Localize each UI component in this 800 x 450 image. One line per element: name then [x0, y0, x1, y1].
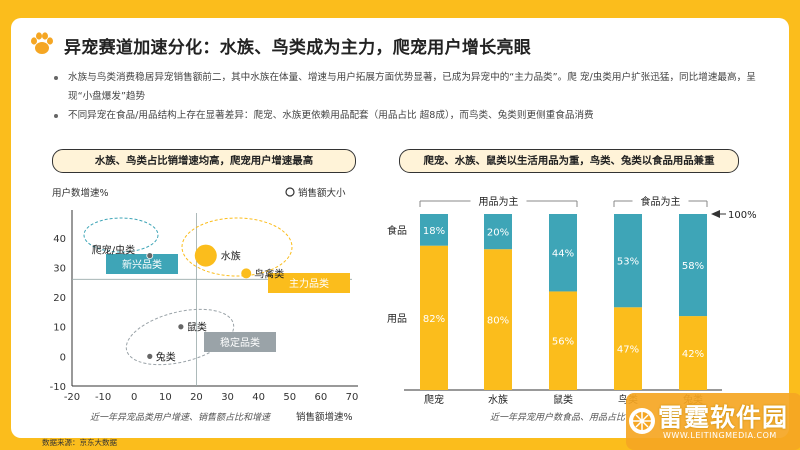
- category-label: 鼠类: [553, 393, 573, 406]
- group-label: 新兴品类: [122, 258, 162, 271]
- x-tick-label: 20: [190, 392, 203, 403]
- bar-segment: [420, 245, 448, 390]
- bar-value-label: 80%: [487, 316, 509, 327]
- watermark-text: 雷霆软件园: [658, 403, 789, 432]
- bar-value-label: 44%: [552, 249, 574, 260]
- bullet-list: 水族与鸟类消费稳居异宠销售额前二，其中水族在体量、增速与用户拓展方面优势显著，已…: [52, 68, 770, 125]
- watermark-url: WWW.LEITINGMEDIA.COM: [663, 431, 777, 440]
- bar-value-label: 18%: [423, 226, 445, 237]
- stable-cluster-ellipse: [125, 308, 235, 366]
- top-marker-label: 100%: [728, 210, 757, 221]
- scatter-point: [146, 352, 154, 360]
- x-tick-label: 10: [159, 392, 172, 403]
- watermark-badge: [626, 393, 800, 450]
- left-chart-title: 水族、鸟类占比销增速均高，爬宠用户增速最高: [52, 149, 356, 173]
- x-tick-label: 0: [131, 392, 137, 403]
- bar-value-label: 42%: [682, 349, 704, 360]
- x-tick-label: 40: [252, 392, 265, 403]
- bracket-label: 食品为主: [641, 195, 681, 208]
- y-tick-label: 30: [53, 263, 66, 274]
- bar-value-label: 58%: [682, 261, 704, 272]
- y-tick-label: 0: [60, 352, 66, 363]
- bar-value-label: 53%: [617, 257, 639, 268]
- group-label-box: [268, 273, 350, 293]
- point-label: 鼠类: [187, 321, 207, 334]
- left-chart-caption: 近一年异宠品类用户增速、销售额占比和增速: [90, 413, 271, 423]
- bar-value-label: 20%: [487, 228, 509, 239]
- bar-segment: [679, 214, 707, 317]
- x-tick-label: 30: [221, 392, 234, 403]
- group-label-box: [204, 332, 276, 352]
- bar-value-label: 47%: [617, 345, 639, 356]
- y-axis-title: 用户数增速%: [52, 187, 109, 199]
- bar-value-label: 56%: [552, 337, 574, 348]
- x-axis-title: 销售额增速%: [296, 411, 353, 423]
- scatter-point: [194, 244, 217, 267]
- top-marker-arrow: [711, 210, 720, 218]
- x-tick-label: 50: [283, 392, 296, 403]
- right-chart-title: 爬宠、水族、鼠类以生活用品为重，鸟类、兔类以食品用品兼重: [399, 149, 739, 173]
- bar-segment: [679, 316, 707, 390]
- emerging-cluster-ellipse: [83, 217, 159, 253]
- scatter-point: [177, 323, 185, 331]
- bracket-label: 用品为主: [479, 196, 519, 208]
- size-legend-icon: [285, 187, 295, 197]
- bar-segment: [614, 307, 642, 390]
- content-card: [11, 18, 789, 438]
- scatter-point: [241, 268, 252, 279]
- bar-value-label: 82%: [423, 314, 445, 325]
- bar-segment: [614, 214, 642, 308]
- scatter-point: [146, 252, 154, 260]
- bracket-label-bg: [632, 193, 689, 207]
- y-tick-label: -10: [50, 382, 66, 393]
- point-label: 兔类: [156, 350, 176, 363]
- data-source: 数据来源：京东大数据: [42, 438, 117, 447]
- bar-segment: [549, 291, 577, 390]
- bracket-label-bg: [470, 193, 527, 207]
- bar-segment: [484, 249, 512, 390]
- page-title: 异宠赛道加速分化：水族、鸟类成为主力，爬宠用户增长亮眼: [64, 38, 532, 58]
- x-tick-label: 60: [315, 392, 328, 403]
- size-legend-label: 销售额大小: [298, 187, 346, 199]
- bar-segment: [484, 214, 512, 250]
- x-tick-label: -10: [95, 392, 111, 403]
- y-tick-label: 20: [53, 293, 66, 304]
- point-label: 鸟禽类: [254, 267, 284, 280]
- series-label: 用品: [387, 313, 407, 325]
- group-label-box: [106, 254, 178, 274]
- bar-segment: [420, 214, 448, 246]
- series-label: 食品: [387, 224, 407, 237]
- category-label: 爬宠: [424, 393, 444, 406]
- main-cluster-ellipse: [181, 217, 293, 277]
- bullet-item: 水族与鸟类消费稳居异宠销售额前二，其中水族在体量、增速与用户拓展方面优势显著，已…: [52, 68, 770, 106]
- x-tick-label: -20: [64, 392, 80, 403]
- y-tick-label: 10: [53, 323, 66, 334]
- y-tick-label: 40: [53, 234, 66, 245]
- bullet-item: 不同异宠在食品/用品结构上存在显著差异：爬宠、水族更依赖用品配套（用品占比 超8…: [52, 106, 770, 125]
- paw-icon: [31, 32, 53, 54]
- bar-segment: [549, 214, 577, 292]
- group-label: 主力品类: [289, 277, 329, 290]
- x-tick-label: 70: [346, 392, 359, 403]
- category-label: 水族: [488, 393, 508, 406]
- group-label: 稳定品类: [220, 336, 260, 349]
- point-label: 水族: [221, 250, 241, 263]
- point-label: 爬宠/虫类: [92, 244, 135, 257]
- right-chart-caption: 近一年异宠用户数食品、用品占比: [490, 413, 626, 423]
